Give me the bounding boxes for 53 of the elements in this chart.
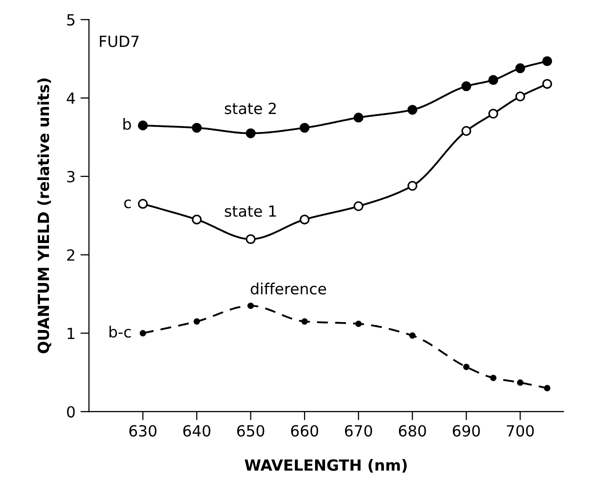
annotation: b: [123, 118, 131, 130]
point: [192, 214, 202, 224]
annotation: FUD7: [100, 36, 139, 48]
point: [515, 63, 526, 74]
point: [301, 318, 308, 325]
x-tick-label: 650: [237, 425, 264, 437]
point: [138, 120, 148, 130]
y-tick-label: 0: [67, 406, 75, 418]
x-axis-title: WAVELENGTH (nm): [244, 459, 407, 473]
point: [517, 379, 524, 386]
point: [354, 112, 364, 123]
series-label: state 1: [224, 206, 276, 217]
y-tick-label: 3: [67, 170, 75, 182]
point: [138, 198, 148, 209]
point: [194, 318, 200, 325]
point: [246, 128, 256, 138]
x-tick-label: 640: [183, 425, 210, 437]
point: [463, 364, 470, 370]
y-tick-label: 1: [68, 328, 74, 340]
point: [542, 78, 552, 89]
x-tick-label: 660: [291, 425, 318, 437]
series-label: state 2: [224, 102, 276, 114]
point: [300, 122, 310, 133]
x-tick-label: 690: [452, 425, 480, 437]
y-tick-label: 5: [67, 14, 74, 26]
point: [461, 81, 472, 92]
point: [407, 104, 418, 115]
point: [409, 332, 416, 339]
point: [488, 75, 498, 85]
point: [246, 234, 256, 244]
y-axis-title: QUANTUM YIELD (relative units): [37, 78, 52, 354]
x-tick-label: 630: [129, 425, 156, 437]
x-tick-label: 680: [398, 425, 426, 437]
x-tick-label: 670: [344, 425, 372, 437]
point: [544, 384, 550, 392]
point: [407, 180, 418, 191]
point: [354, 201, 364, 212]
x-tick-label: 700: [506, 425, 534, 437]
point: [490, 374, 496, 382]
point: [192, 122, 202, 133]
point: [300, 214, 310, 224]
annotation: b-c: [110, 326, 131, 338]
point: [515, 92, 526, 102]
point: [355, 320, 362, 327]
series-label: difference: [250, 282, 326, 295]
point: [140, 330, 146, 336]
point: [247, 302, 254, 309]
y-tick-label: 4: [66, 92, 75, 104]
point: [488, 108, 498, 119]
point: [542, 56, 552, 66]
y-tick-label: 2: [67, 249, 74, 261]
point: [461, 126, 472, 136]
annotation: c: [124, 200, 131, 208]
